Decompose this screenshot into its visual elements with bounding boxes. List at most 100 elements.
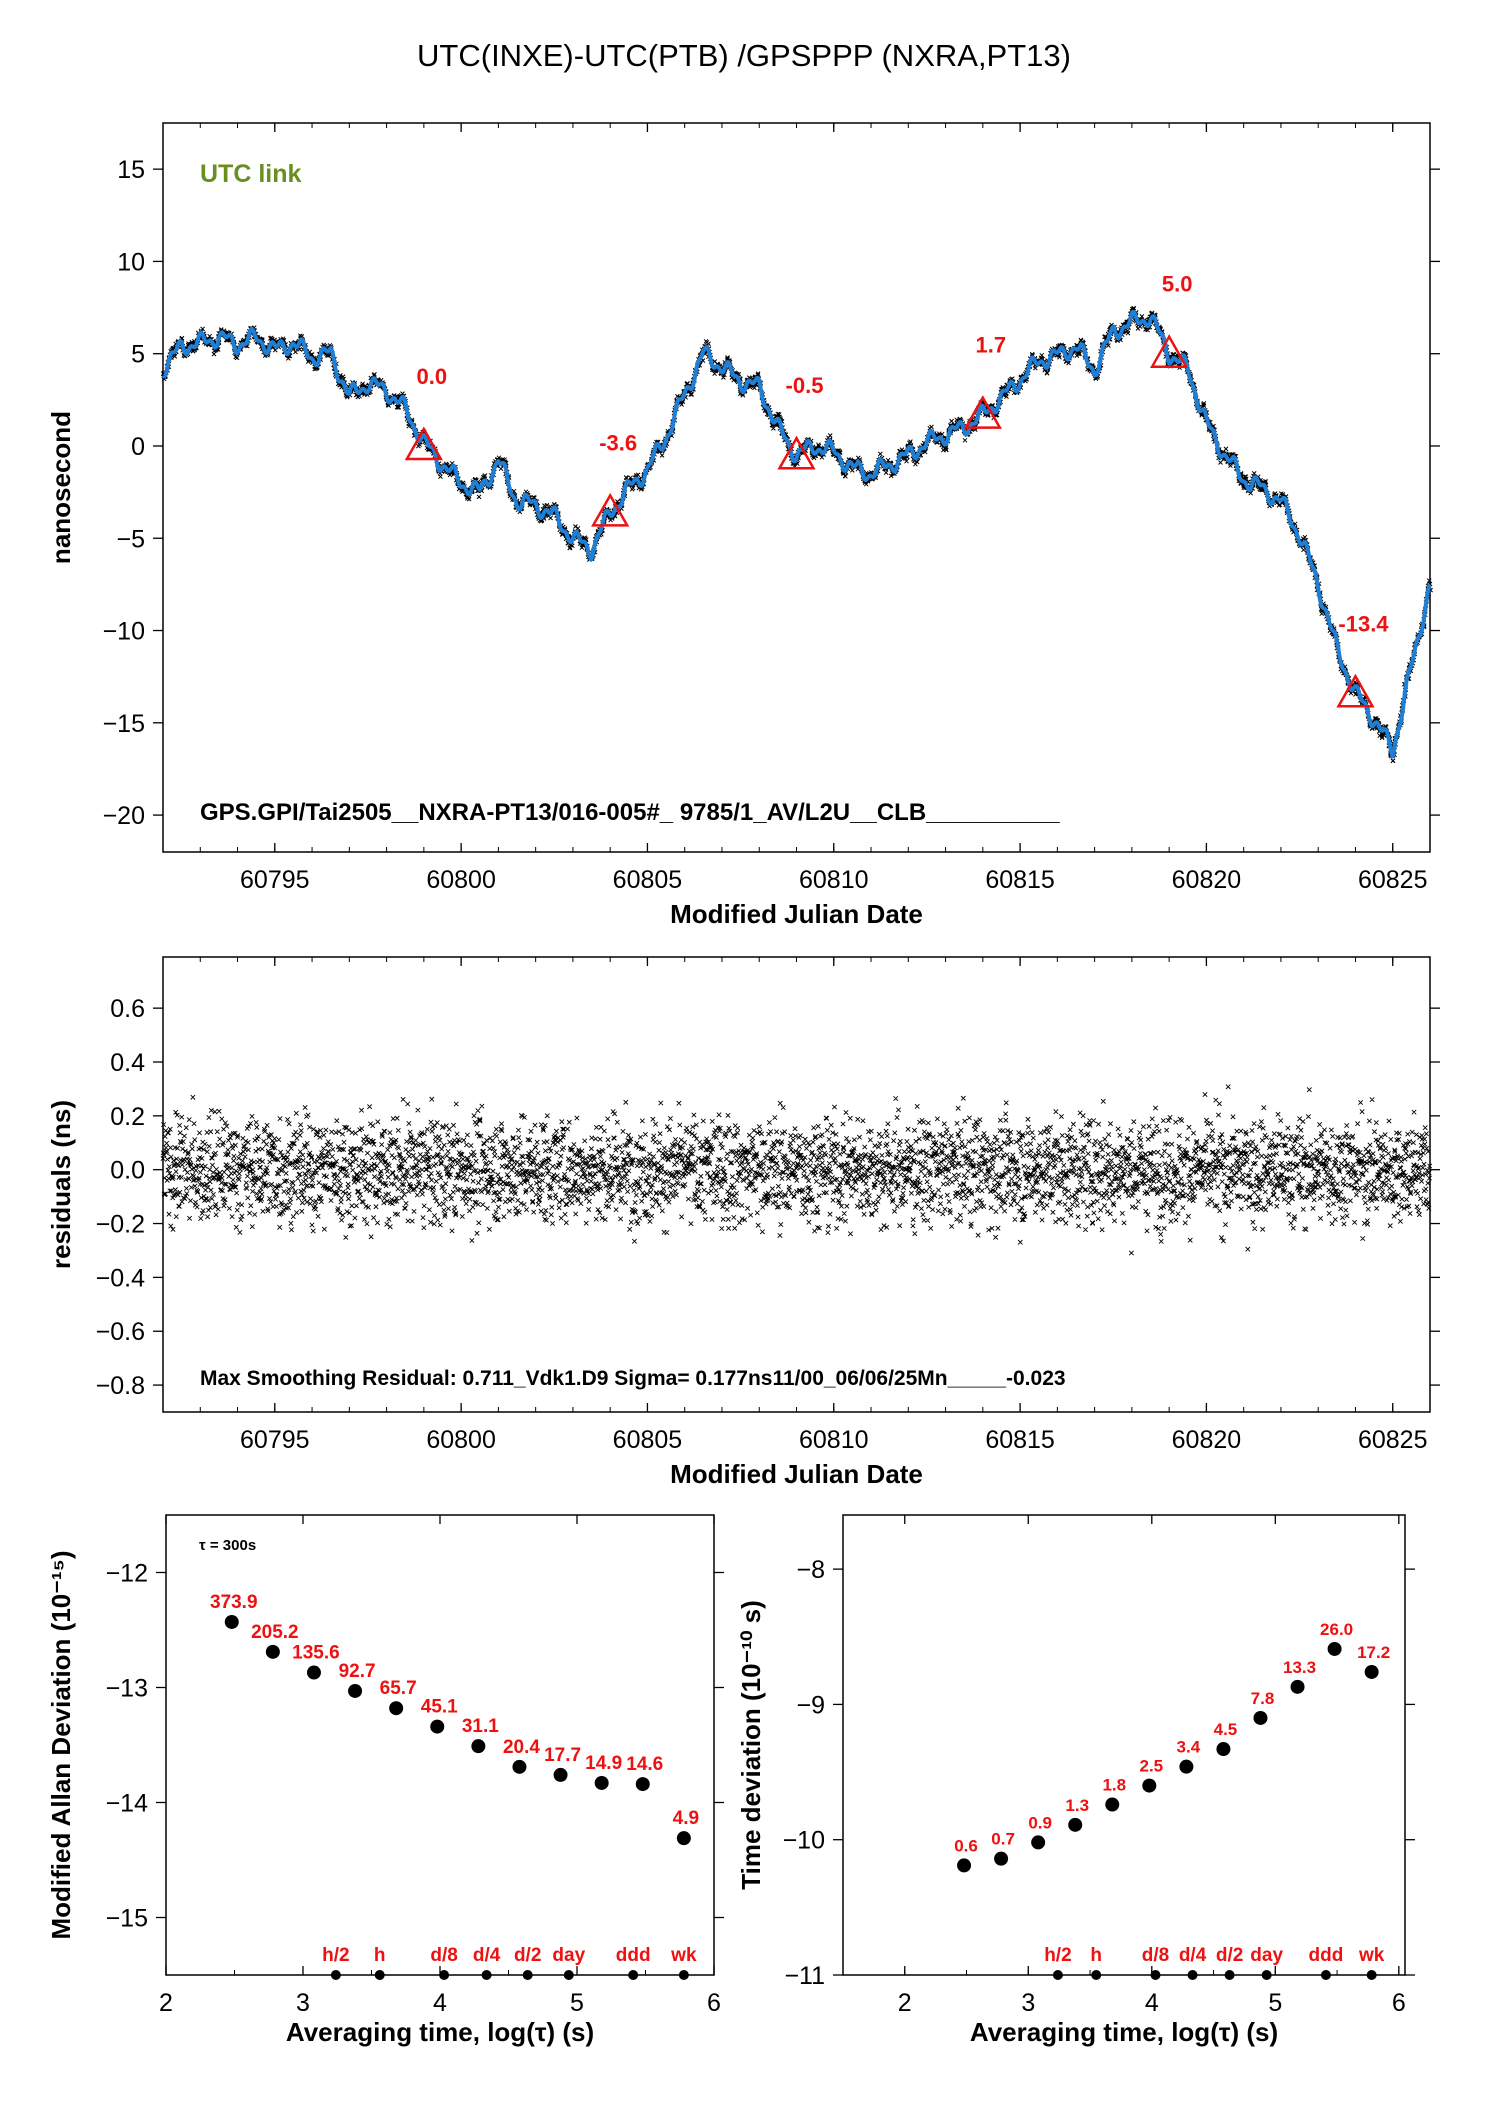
deviation-point-label: 17.7 [544,1745,581,1766]
deviation-point [224,1614,239,1629]
y-axis-label: Modified Allan Deviation (10⁻¹⁵) [46,1551,76,1940]
marker-triangle [404,426,443,461]
x-tick-label: 60805 [613,866,683,894]
y-tick-label: 0.2 [110,1103,145,1131]
deviation-point-label: 4.9 [673,1808,699,1829]
x-tick-label: 4 [1145,1989,1159,2017]
time-mark-label: ddd [1309,1945,1344,1966]
deviation-point-label: 4.5 [1214,1720,1238,1739]
time-mark-dot [522,1970,533,1980]
deviation-point [430,1719,445,1734]
deviation-point [594,1775,609,1790]
deviation-point-label: 2.5 [1140,1757,1164,1776]
deviation-point [994,1851,1009,1866]
deviation-point [1105,1797,1120,1812]
main-offset-chart: 60795 60800 60805 60810 60815 60820 60825 15 10 5… [46,122,1440,929]
time-mark-dot [628,1970,639,1980]
deviation-point-label: 92.7 [339,1661,376,1682]
y-tick-label: −20 [103,802,145,830]
deviation-point-label: 26.0 [1320,1620,1353,1639]
y-tick-label: 5 [131,341,145,369]
marker-triangle [1150,334,1189,368]
y-axis-label: residuals (ns) [46,1100,76,1269]
y-tick-label: −15 [106,1905,148,1933]
time-mark-label: d/2 [1216,1945,1243,1966]
deviation-point-label: 14.9 [585,1753,622,1774]
time-mark-label: d/4 [473,1945,501,1966]
time-mark-dot [1187,1970,1198,1980]
time-mark-label: h [374,1945,386,1966]
x-tick-label: 6 [1392,1989,1406,2017]
modified-allan-deviation-chart: 2 3 4 5 6 −12 −13 −14 −15 Averaging time, log(τ) … [46,1514,724,2047]
x-axis-label: Modified Julian Date [670,899,923,929]
time-mark-dot [330,1970,341,1980]
deviation-point [512,1759,527,1774]
tau-annotation: τ = 300s [199,1537,256,1554]
time-mark-label: d/8 [430,1945,457,1966]
x-tick-label: 5 [1268,1989,1282,2017]
marker-label: -3.6 [599,430,637,455]
y-tick-label: −10 [103,618,145,646]
deviation-point [348,1683,363,1698]
marker-label: 5.0 [1162,272,1193,297]
deviation-point [1253,1710,1268,1725]
deviation-point [957,1858,972,1873]
y-tick-label: 0.0 [110,1157,145,1185]
x-tick-label: 3 [296,1989,310,2017]
deviation-point [306,1665,321,1680]
deviation-point [471,1739,486,1754]
x-tick-label: 60800 [426,1426,496,1454]
deviation-point-label: 65.7 [380,1678,417,1699]
marker-label: 1.7 [976,333,1007,358]
time-mark-label: h/2 [322,1945,349,1966]
marker-triangle [591,492,630,527]
deviation-point [1364,1664,1379,1679]
deviation-point-label: 1.3 [1065,1796,1089,1815]
time-mark-dot [563,1970,574,1980]
deviation-point-label: 373.9 [210,1592,258,1613]
time-mark-dot [678,1970,689,1980]
time-mark-label: h/2 [1044,1945,1071,1966]
x-tick-label: 60795 [240,866,310,894]
marker-triangle [1336,673,1375,708]
y-tick-label: −14 [106,1790,149,1818]
deviation-point [1216,1742,1231,1757]
deviation-point [265,1644,280,1659]
x-tick-label: 60820 [1172,1426,1242,1454]
time-mark-dot [1052,1970,1063,1980]
x-tick-label: 4 [433,1989,447,2017]
time-mark-label: day [1250,1945,1283,1966]
deviation-point-label: 1.8 [1102,1776,1126,1795]
deviation-point [553,1767,568,1782]
plot-frame [162,122,1431,853]
deviation-point [1327,1641,1342,1656]
y-tick-label: 10 [117,248,145,276]
marker-label: 0.0 [417,364,448,389]
deviation-point-label: 31.1 [462,1716,499,1737]
y-tick-label: −0.4 [96,1264,145,1292]
deviation-point [1031,1835,1046,1850]
time-mark-dot [1150,1970,1161,1980]
time-deviation-chart: 2 3 4 5 6 −8 −9 −10 −11 Averaging time, log(τ) (s… [736,1514,1415,2047]
deviation-point-label: 135.6 [292,1643,340,1664]
y-axis-label: nanosecond [46,411,76,564]
time-mark-label: d/8 [1142,1945,1169,1966]
x-tick-label: 60800 [426,866,496,894]
deviation-point-label: 0.9 [1028,1813,1052,1832]
x-tick-label: 5 [570,1989,584,2017]
x-tick-label: 2 [898,1989,912,2017]
deviation-point-label: 3.4 [1177,1738,1201,1757]
x-tick-label: 60805 [613,1426,683,1454]
deviation-point [1290,1679,1305,1694]
time-mark-label: day [552,1945,585,1966]
x-tick-label: 60825 [1358,1426,1428,1454]
y-tick-label: −15 [103,710,145,738]
deviation-point [1068,1817,1083,1832]
deviation-point-label: 20.4 [503,1737,540,1758]
y-axis-label: Time deviation (10⁻¹⁰ s) [736,1600,766,1890]
utc-link-label: UTC link [200,160,301,188]
smoothed-series-line [161,309,1432,759]
x-tick-label: 60825 [1358,866,1428,894]
deviation-point-label: 14.6 [626,1754,663,1775]
